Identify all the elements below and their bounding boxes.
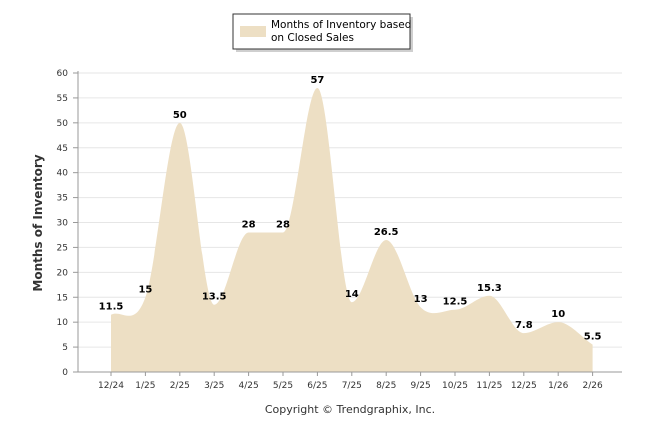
y-tick-labels: 0 5 10 15 20 25 30 35 40 45 50 55 60 [57, 69, 78, 378]
x-tick-label: 10/25 [442, 381, 468, 391]
data-label: 10 [551, 309, 565, 320]
x-tick-label: 4/25 [238, 381, 258, 391]
y-tick-label: 30 [57, 219, 69, 229]
x-tick-label: 6/25 [307, 381, 327, 391]
legend-line-1: Months of Inventory based [271, 19, 411, 31]
x-tick-label: 9/25 [410, 381, 430, 391]
legend-line-2: on Closed Sales [271, 32, 354, 44]
x-tick-label: 7/25 [342, 381, 362, 391]
y-tick-label: 50 [57, 119, 69, 129]
data-label: 12.5 [443, 297, 468, 308]
y-tick-label: 40 [57, 169, 69, 179]
data-label: 5.5 [584, 332, 602, 343]
data-label: 15.3 [477, 283, 502, 294]
x-tick-label: 3/25 [204, 381, 224, 391]
y-tick-label: 0 [62, 368, 68, 378]
data-label: 26.5 [374, 227, 399, 238]
data-label: 50 [173, 110, 187, 121]
legend: Months of Inventory based on Closed Sale… [232, 13, 413, 52]
data-label: 14 [345, 289, 359, 300]
copyright-text: Copyright © Trendgraphix, Inc. [265, 403, 435, 416]
x-tick-label: 5/25 [273, 381, 293, 391]
y-tick-label: 20 [57, 268, 69, 278]
data-label: 15 [138, 284, 152, 295]
x-tick-label: 2/26 [582, 381, 602, 391]
x-tick-label: 12/25 [511, 381, 537, 391]
area-fill [111, 87, 593, 372]
data-label: 28 [276, 219, 290, 230]
area-series [111, 87, 593, 372]
y-tick-label: 55 [57, 94, 68, 104]
y-axis-title: Months of Inventory [31, 154, 45, 291]
data-label: 57 [310, 75, 324, 86]
data-label: 11.5 [99, 302, 124, 313]
data-label: 7.8 [515, 320, 533, 331]
x-tick-label: 1/26 [548, 381, 568, 391]
y-tick-label: 35 [57, 194, 68, 204]
x-tick-label: 11/25 [476, 381, 502, 391]
y-tick-label: 45 [57, 144, 68, 154]
data-label: 13.5 [202, 292, 227, 303]
data-labels: 11.5 15 50 13.5 28 28 57 14 26.5 13 12.5 15.3 7.8 10 5… [99, 75, 602, 343]
x-tick-label: 1/25 [135, 381, 155, 391]
x-tick-label: 12/24 [98, 381, 124, 391]
data-label: 28 [242, 219, 256, 230]
x-tick-label: 8/25 [376, 381, 396, 391]
y-tick-label: 25 [57, 243, 68, 253]
y-tick-label: 60 [57, 69, 69, 79]
y-tick-label: 5 [62, 343, 68, 353]
legend-swatch [240, 26, 266, 37]
y-tick-label: 15 [57, 293, 68, 303]
x-tick-label: 2/25 [170, 381, 190, 391]
y-tick-label: 10 [57, 318, 69, 328]
x-tick-labels: 12/24 1/25 2/25 3/25 4/25 5/25 6/25 7/25 8/25 9/2… [98, 372, 603, 391]
data-label: 13 [414, 294, 428, 305]
